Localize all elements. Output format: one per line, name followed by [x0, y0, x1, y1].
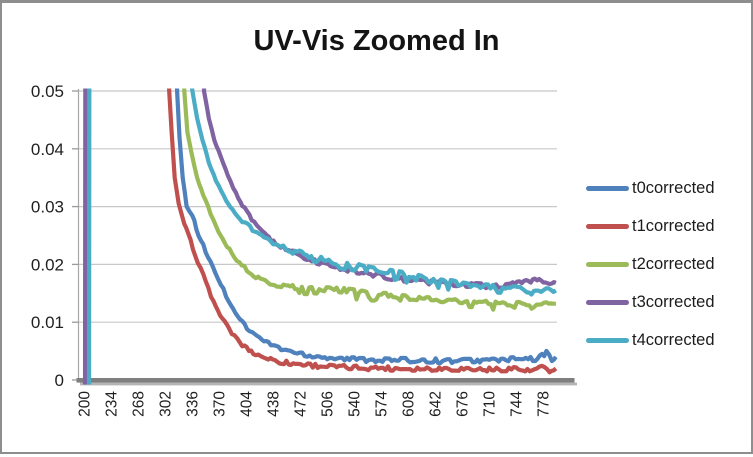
legend[interactable]: t0corrected t1corrected t2corrected t3corre…	[586, 169, 715, 359]
plot-area[interactable]: 0 0.01 0.02 0.03 0.04 0.05 200 234 268 302 336 370 4…	[2, 3, 753, 457]
legend-entry-t1corrected[interactable]: t1corrected	[586, 207, 715, 245]
x-axis-label: 642	[428, 391, 445, 417]
x-axis-label: 574	[374, 391, 391, 417]
x-axis-label: 540	[347, 391, 364, 417]
x-axis-label: 506	[320, 391, 337, 417]
legend-line-swatch	[586, 337, 629, 343]
y-axis-label: 0	[55, 371, 64, 390]
x-axis-label: 200	[77, 391, 94, 417]
legend-entry-t3corrected[interactable]: t3corrected	[586, 283, 715, 321]
x-axis-label: 710	[482, 391, 499, 417]
legend-line-swatch	[586, 185, 629, 191]
chart-title[interactable]: UV-Vis Zoomed In	[253, 25, 500, 57]
x-axis-label: 472	[293, 391, 310, 417]
x-axis-shadow	[80, 382, 577, 386]
x-axis-label: 404	[239, 391, 256, 417]
legend-label: t4corrected	[632, 330, 715, 349]
x-axis-label: 676	[455, 391, 472, 417]
x-axis-label: 608	[401, 391, 418, 417]
y-axis-label: 0.02	[31, 255, 64, 274]
legend-entry-t2corrected[interactable]: t2corrected	[586, 245, 715, 283]
x-axis-label: 336	[185, 391, 202, 417]
y-axis-label: 0.03	[31, 198, 64, 217]
legend-line-swatch	[586, 299, 629, 305]
x-axis-label: 370	[212, 391, 229, 417]
x-axis-label: 778	[536, 391, 553, 417]
legend-entry-t4corrected[interactable]: t4corrected	[586, 321, 715, 359]
series-t4corrected[interactable]	[86, 4, 557, 438]
x-axis-label: 744	[509, 391, 526, 417]
series-t3corrected[interactable]	[82, 4, 557, 438]
series-t1corrected[interactable]	[84, 4, 558, 438]
legend-label: t2corrected	[632, 254, 715, 273]
y-axis-label: 0.01	[31, 313, 64, 332]
x-axis-label: 302	[158, 391, 175, 417]
legend-line-swatch	[586, 223, 629, 229]
legend-label: t1corrected	[632, 216, 715, 235]
legend-entry-t0corrected[interactable]: t0corrected	[586, 169, 715, 207]
x-axis-label: 268	[131, 391, 148, 417]
legend-line-swatch	[586, 261, 629, 267]
x-axis-line	[76, 378, 575, 383]
x-axis-label: 234	[104, 391, 121, 417]
legend-label: t0corrected	[632, 178, 715, 197]
y-axis-label: 0.04	[31, 140, 64, 159]
legend-label: t3corrected	[632, 292, 715, 311]
x-axis-label: 438	[266, 391, 283, 417]
series-t0corrected[interactable]	[83, 4, 558, 438]
series-t2corrected[interactable]	[85, 4, 556, 438]
y-axis-label: 0.05	[31, 82, 64, 101]
